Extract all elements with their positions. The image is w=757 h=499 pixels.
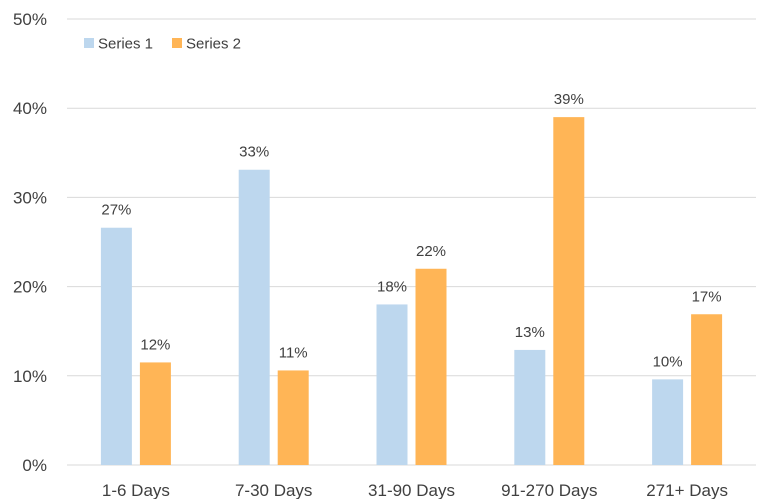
x-tick-label: 91-270 Days <box>501 481 597 499</box>
x-axis: 1-6 Days 7-30 Days 31-90 Days 91-270 Days 27… <box>102 481 728 499</box>
data-label: 27% <box>101 202 131 219</box>
gridlines <box>67 18 756 466</box>
bar-2-5 <box>691 314 723 465</box>
y-tick-label: 20% <box>13 278 47 297</box>
x-tick-label: 271+ Days <box>646 481 728 499</box>
data-label: 39% <box>554 91 584 108</box>
y-tick-label: 0% <box>22 456 47 475</box>
x-tick-label: 1-6 Days <box>102 481 170 499</box>
data-label: 22% <box>416 243 446 260</box>
legend-swatch <box>84 38 94 48</box>
data-label: 12% <box>140 336 170 353</box>
bar-1-3 <box>376 304 408 465</box>
bar-1-5 <box>652 379 684 465</box>
data-label: 17% <box>692 288 722 305</box>
bars <box>100 117 723 466</box>
y-tick-label: 40% <box>13 99 47 118</box>
y-tick-label: 30% <box>13 188 47 207</box>
legend-swatch <box>172 38 182 48</box>
bar-1-1 <box>100 227 132 465</box>
legend-label: Series 1 <box>98 36 153 53</box>
x-tick-label: 31-90 Days <box>368 481 455 499</box>
legend-label: Series 2 <box>186 36 241 53</box>
bar-2-4 <box>553 117 585 466</box>
y-axis: 0% 10% 20% 30% 40% 50% <box>13 10 47 475</box>
bar-1-2 <box>238 169 270 466</box>
data-label: 13% <box>515 324 545 341</box>
data-label: 10% <box>653 353 683 370</box>
bar-1-4 <box>514 349 546 465</box>
bar-2-2 <box>277 370 309 465</box>
y-tick-label: 50% <box>13 10 47 29</box>
bar-2-3 <box>415 268 447 465</box>
y-tick-label: 10% <box>13 367 47 386</box>
data-labels: 27% 12% 33% 11% 18% 22% 13% 39% 10% 17% <box>101 91 721 370</box>
bar-2-1 <box>139 362 171 465</box>
legend: Series 1 Series 2 <box>84 36 241 53</box>
data-label: 11% <box>279 344 308 361</box>
data-label: 18% <box>377 278 407 295</box>
data-label: 33% <box>239 144 269 161</box>
x-tick-label: 7-30 Days <box>235 481 312 499</box>
